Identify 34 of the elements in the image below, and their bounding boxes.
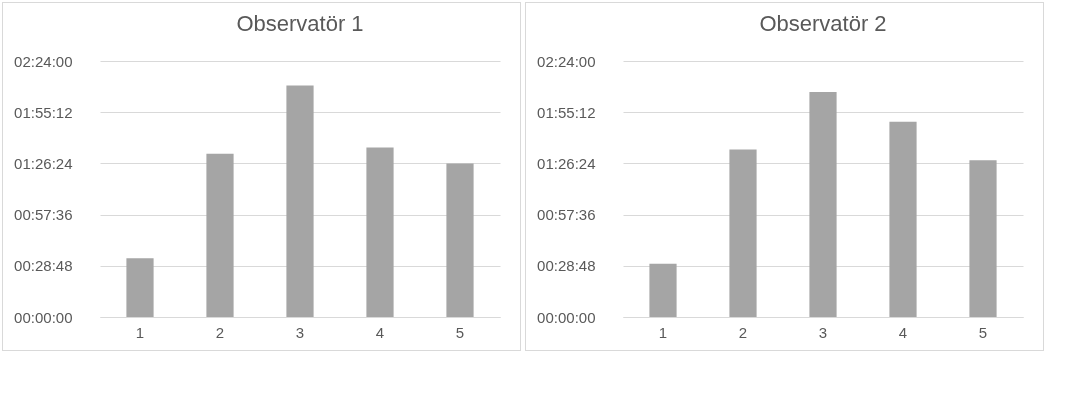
x-tick-label: 4 (898, 323, 908, 341)
y-tick-label: 01:26:24 (14, 154, 73, 172)
x-tick-label: 2 (215, 323, 225, 341)
bar (969, 160, 997, 317)
x-tick-label: 3 (295, 323, 305, 341)
bar (126, 258, 154, 317)
chart-title: Observatör 1 (236, 11, 364, 36)
y-tick-label: 02:24:00 (14, 52, 73, 70)
y-tick-label: 00:28:48 (14, 257, 73, 275)
x-tick-label: 1 (135, 323, 145, 341)
x-tick-label: 1 (658, 323, 668, 341)
bar (286, 85, 314, 317)
y-tick-label: 00:57:36 (537, 206, 596, 224)
y-tick-label: 01:26:24 (537, 154, 596, 172)
bar (809, 91, 837, 317)
y-tick-label: 01:55:12 (14, 103, 73, 121)
x-tick-label: 2 (738, 323, 748, 341)
bar (889, 121, 917, 317)
y-tick-label: 00:57:36 (14, 206, 73, 224)
x-tick-label: 3 (818, 323, 828, 341)
y-tick-label: 00:28:48 (537, 257, 596, 275)
bar (729, 149, 757, 317)
chart-title: Observatör 2 (759, 11, 887, 36)
y-tick-label: 00:00:00 (14, 308, 73, 326)
x-tick-label: 5 (455, 323, 465, 341)
bar (206, 153, 234, 317)
bar (366, 147, 394, 317)
y-tick-label: 02:24:00 (537, 52, 596, 70)
x-tick-label: 4 (375, 323, 385, 341)
y-tick-label: 01:55:12 (537, 103, 596, 121)
bar (649, 263, 677, 317)
bar (446, 163, 474, 317)
y-tick-label: 00:00:00 (537, 308, 596, 326)
x-tick-label: 5 (978, 323, 988, 341)
